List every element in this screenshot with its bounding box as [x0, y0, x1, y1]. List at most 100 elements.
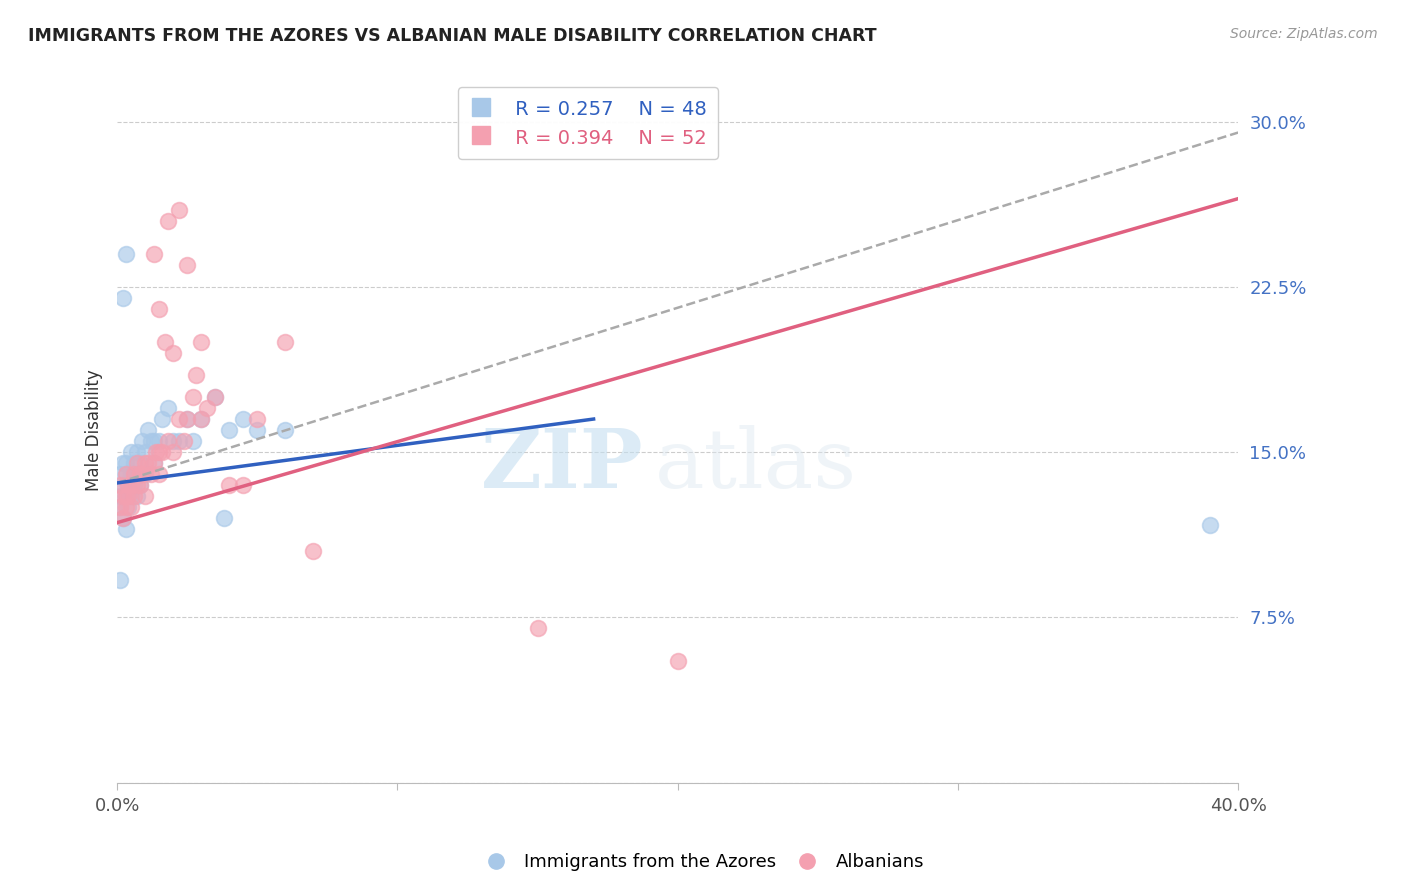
Text: atlas: atlas	[655, 425, 858, 505]
Point	[122, 456, 145, 470]
Point	[114, 456, 136, 470]
Point	[142, 456, 165, 470]
Point	[139, 467, 162, 482]
Point	[156, 401, 179, 415]
Y-axis label: Male Disability: Male Disability	[86, 369, 103, 491]
Point	[246, 423, 269, 437]
Point	[526, 621, 548, 635]
Point	[136, 456, 159, 470]
Point	[148, 445, 170, 459]
Point	[117, 478, 139, 492]
Point	[111, 456, 134, 470]
Point	[117, 478, 139, 492]
Point	[232, 412, 254, 426]
Point	[142, 456, 165, 470]
Point	[111, 291, 134, 305]
Point	[274, 334, 297, 349]
Point	[139, 434, 162, 448]
Point	[167, 434, 190, 448]
Point	[184, 368, 207, 382]
Point	[212, 511, 235, 525]
Point	[108, 489, 131, 503]
Point	[134, 467, 156, 482]
Point	[125, 445, 148, 459]
Point	[111, 489, 134, 503]
Point	[134, 456, 156, 470]
Point	[148, 434, 170, 448]
Point	[246, 412, 269, 426]
Point	[162, 434, 184, 448]
Point	[302, 544, 325, 558]
Point	[128, 478, 150, 492]
Point	[114, 522, 136, 536]
Point	[111, 478, 134, 492]
Point	[218, 478, 240, 492]
Point	[108, 478, 131, 492]
Point	[156, 434, 179, 448]
Point	[114, 467, 136, 482]
Point	[176, 258, 198, 272]
Point	[150, 412, 173, 426]
Point	[204, 390, 226, 404]
Point	[120, 489, 142, 503]
Point	[134, 445, 156, 459]
Point	[128, 456, 150, 470]
Point	[181, 434, 204, 448]
Point	[108, 500, 131, 515]
Point	[128, 478, 150, 492]
Point	[122, 467, 145, 482]
Point	[120, 467, 142, 482]
Point	[122, 489, 145, 503]
Point	[114, 467, 136, 482]
Legend: Immigrants from the Azores, Albanians: Immigrants from the Azores, Albanians	[475, 847, 931, 879]
Point	[108, 500, 131, 515]
Point	[162, 445, 184, 459]
Point	[150, 445, 173, 459]
Point	[274, 423, 297, 437]
Point	[666, 655, 689, 669]
Point	[162, 346, 184, 360]
Point	[190, 334, 212, 349]
Point	[117, 500, 139, 515]
Point	[131, 467, 153, 482]
Point	[131, 434, 153, 448]
Point	[114, 246, 136, 260]
Point	[181, 390, 204, 404]
Point	[145, 445, 167, 459]
Point	[114, 489, 136, 503]
Point	[122, 478, 145, 492]
Point	[1199, 517, 1222, 532]
Point	[148, 301, 170, 316]
Point	[148, 467, 170, 482]
Text: ZIP: ZIP	[481, 425, 644, 505]
Point	[108, 467, 131, 482]
Point	[136, 423, 159, 437]
Point	[125, 456, 148, 470]
Text: IMMIGRANTS FROM THE AZORES VS ALBANIAN MALE DISABILITY CORRELATION CHART: IMMIGRANTS FROM THE AZORES VS ALBANIAN M…	[28, 27, 877, 45]
Text: Source: ZipAtlas.com: Source: ZipAtlas.com	[1230, 27, 1378, 41]
Point	[176, 412, 198, 426]
Point	[120, 445, 142, 459]
Point	[114, 500, 136, 515]
Point	[167, 412, 190, 426]
Point	[125, 489, 148, 503]
Point	[167, 202, 190, 217]
Legend:  R = 0.257    N = 48,  R = 0.394    N = 52: R = 0.257 N = 48, R = 0.394 N = 52	[458, 87, 718, 160]
Point	[218, 423, 240, 437]
Point	[128, 467, 150, 482]
Point	[156, 213, 179, 227]
Point	[111, 511, 134, 525]
Point	[204, 390, 226, 404]
Point	[153, 334, 176, 349]
Point	[232, 478, 254, 492]
Point	[142, 434, 165, 448]
Point	[190, 412, 212, 426]
Point	[114, 489, 136, 503]
Point	[195, 401, 218, 415]
Point	[190, 412, 212, 426]
Point	[173, 434, 195, 448]
Point	[125, 478, 148, 492]
Point	[131, 467, 153, 482]
Point	[134, 489, 156, 503]
Point	[111, 511, 134, 525]
